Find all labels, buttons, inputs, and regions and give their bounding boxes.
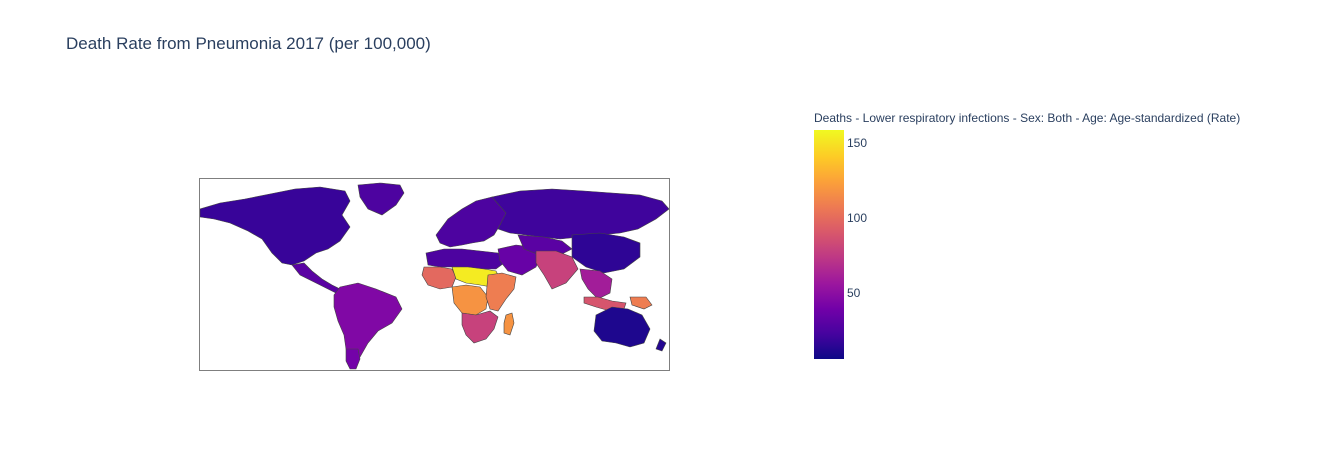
map-frame[interactable] bbox=[199, 178, 670, 371]
region-south-asia[interactable] bbox=[535, 250, 579, 290]
region-russia[interactable] bbox=[491, 188, 669, 240]
region-central-africa[interactable] bbox=[451, 284, 489, 316]
region-china[interactable] bbox=[571, 232, 641, 274]
region-north-africa[interactable] bbox=[425, 248, 505, 270]
colorbar-tick-100: 100 bbox=[847, 211, 868, 225]
region-east-africa[interactable] bbox=[485, 272, 517, 312]
colorbar-title: Deaths - Lower respiratory infections - … bbox=[814, 111, 1241, 125]
region-south-america[interactable] bbox=[333, 282, 403, 362]
region-australia[interactable] bbox=[593, 306, 651, 348]
region-europe[interactable] bbox=[435, 196, 509, 248]
region-west-africa[interactable] bbox=[421, 266, 457, 290]
region-middle-east[interactable] bbox=[497, 244, 541, 276]
colorbar-tick-50: 50 bbox=[847, 286, 861, 300]
region-southeast-asia[interactable] bbox=[579, 268, 613, 300]
region-papua-new-guinea[interactable] bbox=[629, 296, 653, 310]
region-central-america[interactable] bbox=[291, 262, 341, 294]
region-greenland[interactable] bbox=[357, 182, 405, 216]
colorbar-tick-150: 150 bbox=[847, 136, 868, 150]
region-southern-africa[interactable] bbox=[461, 310, 499, 344]
region-north-america[interactable] bbox=[200, 186, 351, 266]
region-central-asia[interactable] bbox=[517, 234, 573, 256]
region-new-zealand[interactable] bbox=[655, 338, 667, 352]
world-map[interactable] bbox=[200, 179, 669, 370]
region-madagascar[interactable] bbox=[503, 312, 515, 336]
colorbar bbox=[814, 130, 844, 359]
chart-title: Death Rate from Pneumonia 2017 (per 100,… bbox=[66, 34, 431, 53]
region-southern-south-america[interactable] bbox=[345, 348, 361, 370]
